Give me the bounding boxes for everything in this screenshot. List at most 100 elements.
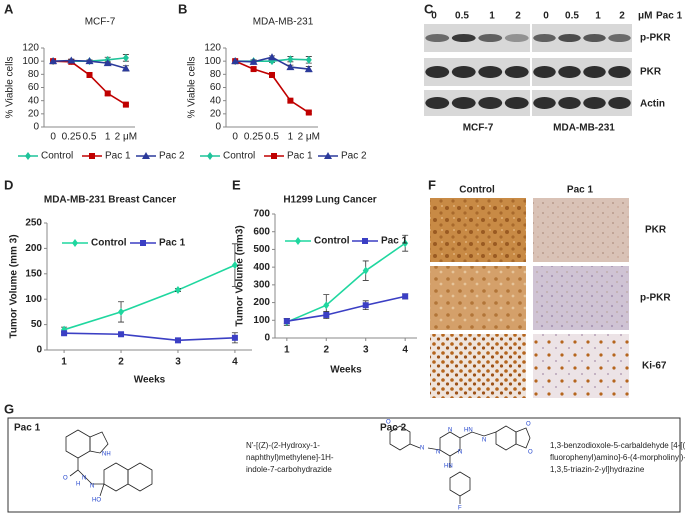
series-line [286, 242, 406, 323]
y-tick-label: 120 [22, 43, 39, 54]
point [305, 55, 312, 64]
y-tick-label: 40 [210, 95, 222, 106]
legend-marker [142, 152, 150, 159]
y-tick-label: 300 [253, 279, 270, 290]
point [305, 109, 312, 116]
legend-label: Control [223, 151, 255, 162]
compound-name: 1,3-benzodioxole-5-carbaldehyde [4-[(4- [550, 441, 685, 450]
point [49, 57, 58, 65]
x-tick-label: 4 [232, 357, 238, 368]
blot-band [533, 34, 556, 42]
blot-band [583, 34, 606, 42]
column-label: Pac 1 [567, 185, 594, 196]
blot-band [608, 66, 631, 78]
point [86, 71, 93, 78]
legend-label: Control [91, 238, 127, 249]
compound-name: indole-7-carbohydrazide [246, 465, 332, 474]
cell-line-label: MCF-7 [463, 123, 494, 134]
legend-label: Pac 1 [105, 151, 131, 162]
atom-label: N [82, 476, 86, 482]
legend-label: Pac 1 [287, 151, 313, 162]
column-label: Control [459, 185, 495, 196]
x-tick-label: 4 [402, 345, 408, 356]
blot-band [504, 66, 529, 78]
series-line [234, 60, 310, 114]
atom-label: NH [102, 452, 111, 458]
y-tick-label: 120 [204, 43, 221, 54]
blot-band [583, 97, 606, 109]
x-tick-label: 2 [118, 357, 124, 368]
legend-label: Pac 1 [159, 238, 186, 249]
point [103, 59, 112, 67]
molecule-pac2 [389, 425, 531, 504]
point [402, 293, 409, 300]
point [118, 331, 125, 338]
protein-label: PKR [640, 67, 662, 78]
dose-label: 2 [619, 11, 625, 22]
y-tick-label: 100 [22, 56, 39, 67]
atom-label: O [63, 476, 68, 482]
blot-band [451, 97, 476, 109]
y-tick-label: 80 [28, 69, 40, 80]
legend-label: Pac 2 [159, 151, 185, 162]
blot-band [583, 66, 606, 78]
chart-title: H1299 Lung Cancer [283, 195, 376, 206]
x-tick-label: 0.5 [265, 132, 279, 143]
point [231, 57, 240, 65]
atom-label: HN [464, 428, 473, 434]
atom-label: N [458, 450, 462, 456]
y-tick-label: 20 [210, 108, 222, 119]
ihc-image [533, 334, 629, 398]
panel-label: B [178, 1, 187, 16]
y-axis-label: % Viable cells [187, 56, 198, 118]
atom-label: O [526, 422, 531, 428]
legend-marker [362, 238, 368, 244]
legend-marker [72, 239, 78, 247]
atom-label: N [482, 438, 486, 444]
dose-label: 1 [595, 11, 601, 22]
point [121, 64, 130, 72]
legend-label: Control [314, 236, 350, 247]
panel-label: C [424, 1, 434, 16]
point [118, 307, 125, 316]
y-tick-label: 0 [215, 122, 221, 133]
point [61, 330, 68, 337]
molecule-pac1 [65, 429, 153, 497]
y-tick-label: 100 [204, 56, 221, 67]
series-line [286, 295, 406, 322]
y-tick-label: 700 [253, 209, 270, 220]
x-tick-label: 0 [50, 132, 56, 143]
legend-label: Pac 1 [381, 236, 408, 247]
compound-label: Pac 2 [380, 423, 407, 434]
blot-band [504, 34, 529, 42]
protein-label: p-PKR [640, 33, 671, 44]
x-tick-label: 1 [284, 345, 290, 356]
blot-images [424, 24, 632, 116]
point [323, 301, 330, 310]
ihc-image [430, 334, 526, 398]
point [231, 261, 238, 270]
legend-marker [324, 152, 332, 159]
y-axis-label: % Viable cells [5, 56, 16, 118]
blot-band [478, 66, 503, 78]
compound-name: 1,3,5-triazin-2-yl]hydrazine [550, 465, 645, 474]
atom-label: F [458, 506, 462, 512]
row-label: p-PKR [640, 293, 671, 304]
x-tick-label: 0.5 [83, 132, 97, 143]
atom-label: N [436, 450, 440, 456]
unit-label: μM [638, 11, 652, 22]
panel-label: E [232, 177, 241, 192]
ihc: Control Pac 1 PKR p-PKR Ki-67 [430, 185, 671, 398]
dose-label: 0 [543, 11, 549, 22]
panel-label: F [428, 177, 436, 192]
y-tick-label: 60 [28, 82, 40, 93]
x-axis-label: Weeks [134, 375, 166, 386]
ihc-image [533, 198, 629, 262]
blot-band [478, 97, 503, 109]
x-tick-label: 1 [105, 132, 111, 143]
y-axis-label: Tumor Volume (mm3) [235, 225, 246, 326]
legend-marker [25, 152, 31, 160]
x-tick-label: 3 [363, 345, 369, 356]
y-tick-label: 250 [25, 218, 42, 229]
blot-band [533, 66, 556, 78]
